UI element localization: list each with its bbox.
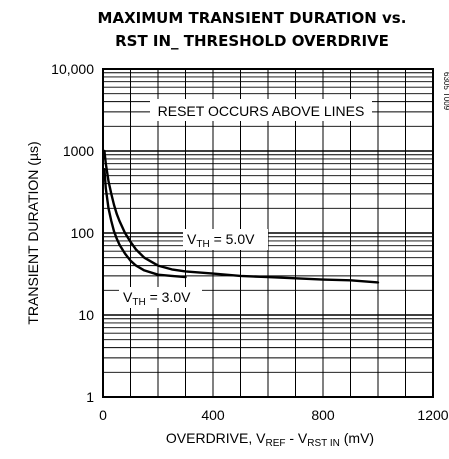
y-axis-label: TRANSIENT DURATION (µs) <box>25 141 41 324</box>
series-label-3v: VTH = 3.0V <box>123 289 191 308</box>
plot-frame <box>102 68 434 398</box>
series-lines <box>103 149 380 284</box>
series-label-5v-pre: V <box>187 231 197 247</box>
x-tick-labels: 0 400 800 1200 <box>99 407 449 423</box>
figure-id: 6305 T009 <box>442 72 449 111</box>
y-tick-label: 10 <box>78 307 94 323</box>
chart-title: MAXIMUM TRANSIENT DURATION vs. <box>98 9 407 27</box>
series-label-5v-post: = 5.0V <box>210 231 255 247</box>
annotation-box <box>150 99 372 121</box>
series-label-5v-sub: TH <box>196 239 209 250</box>
x-axis-label: OVERDRIVE, VREF - VRST IN (mV) <box>166 430 374 449</box>
y-tick-label: 100 <box>71 225 95 241</box>
series-label-3v-sub: TH <box>132 297 145 308</box>
x-axis-label-sub1: REF <box>265 438 285 449</box>
y-tick-label: 10,000 <box>51 61 94 77</box>
x-tick-label: 1200 <box>417 407 448 423</box>
series-label-box-3v <box>119 287 202 308</box>
chart-subtitle: RST IN_ THRESHOLD OVERDRIVE <box>115 32 389 50</box>
series-line-3v <box>103 167 187 279</box>
series-label-box-5v <box>183 229 268 250</box>
series-label-3v-pre: V <box>123 289 133 305</box>
grid <box>103 68 433 398</box>
x-tick-label: 400 <box>201 407 225 423</box>
x-tick-label: 800 <box>311 407 335 423</box>
y-tick-labels: 1 10 100 1000 10,000 <box>51 61 94 405</box>
x-axis-label-sub2: RST IN <box>307 438 340 449</box>
annotation-text: RESET OCCURS ABOVE LINES <box>158 103 365 119</box>
x-tick-label: 0 <box>99 407 107 423</box>
x-axis-label-post: (mV) <box>340 430 374 446</box>
x-axis-label-mid: - V <box>285 430 307 446</box>
y-tick-label: 1000 <box>63 143 94 159</box>
x-axis-label-pre: OVERDRIVE, V <box>166 430 266 446</box>
series-label-5v: VTH = 5.0V <box>187 231 255 250</box>
series-line-5v <box>103 149 380 284</box>
y-tick-label: 1 <box>86 389 94 405</box>
series-label-3v-post: = 3.0V <box>146 289 191 305</box>
